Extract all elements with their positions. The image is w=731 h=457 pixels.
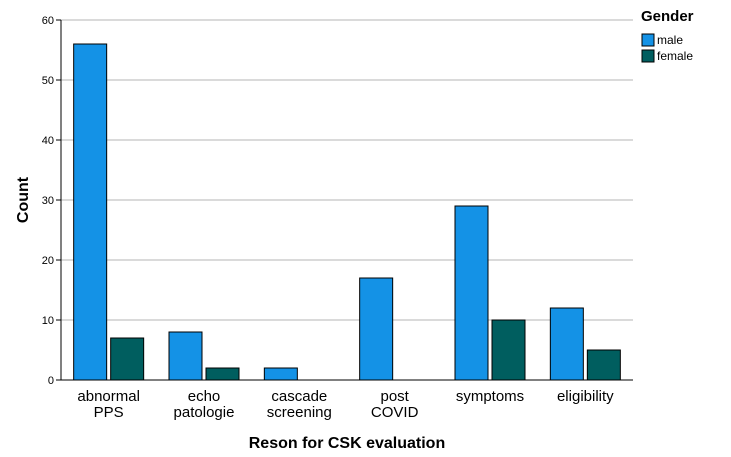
- y-tick-label: 20: [42, 255, 54, 267]
- y-tick-label: 50: [42, 75, 54, 87]
- bars: [73, 43, 621, 381]
- bar-male: [454, 205, 489, 381]
- bar-male: [168, 331, 203, 381]
- x-category-label: post: [380, 388, 409, 405]
- y-tick-label: 0: [48, 375, 54, 387]
- x-category-label: COVID: [371, 404, 419, 421]
- bar-male: [359, 277, 394, 381]
- x-category-label: cascade: [271, 388, 327, 405]
- x-category-label: echo: [188, 388, 221, 405]
- x-category-label: abnormal: [77, 388, 140, 405]
- x-category-label: eligibility: [557, 388, 614, 405]
- legend-swatch-male: [641, 33, 655, 47]
- legend-label-female: female: [657, 49, 693, 63]
- y-tick-label: 10: [42, 315, 54, 327]
- legend-swatch-female: [641, 49, 655, 63]
- y-tick-label: 60: [42, 15, 54, 27]
- x-category-label: symptoms: [456, 388, 524, 405]
- y-tick-label: 30: [42, 195, 54, 207]
- x-category-label: patologie: [174, 404, 235, 421]
- legend-title: Gender: [641, 8, 694, 25]
- y-axis-ticks: 0 10 20 30 40 50 60: [42, 15, 61, 387]
- bar-female: [586, 349, 621, 381]
- bar-female: [110, 337, 145, 381]
- x-category-label: screening: [267, 404, 332, 421]
- y-axis-title: Count: [15, 176, 32, 223]
- bar-male: [263, 367, 298, 381]
- bar-male: [549, 307, 584, 381]
- bar-female: [491, 319, 526, 381]
- legend-label-male: male: [657, 33, 683, 47]
- bar-male: [73, 43, 108, 381]
- bar-female: [205, 367, 240, 381]
- gridlines: [61, 19, 633, 321]
- x-category-label: PPS: [94, 404, 124, 421]
- y-tick-label: 40: [42, 135, 54, 147]
- x-axis-title: Reson for CSK evaluation: [249, 435, 445, 452]
- legend: Gender male female: [641, 8, 694, 63]
